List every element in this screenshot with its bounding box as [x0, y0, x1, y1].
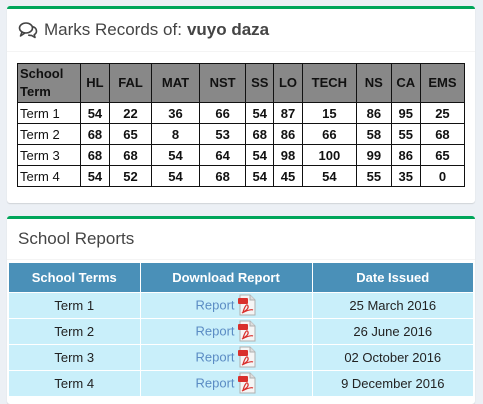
reports-panel-header: School Reports [7, 219, 475, 260]
report-download-cell: Report [140, 291, 313, 318]
download-report-link[interactable]: Report [195, 349, 235, 365]
pdf-icon[interactable] [237, 372, 257, 394]
mark-cell: 65 [419, 144, 466, 166]
reports-col-download-report: Download Report [140, 263, 313, 292]
mark-cell: 64 [199, 144, 247, 166]
report-row-term-4: Term 4 Report 9 December 2016 [9, 369, 473, 396]
marks-col-lo: LO [273, 63, 303, 103]
marks-term-label: Term 3 [17, 144, 81, 166]
marks-col-ems: EMS [419, 63, 466, 103]
pdf-icon[interactable] [237, 294, 257, 316]
school-reports-panel: School Reports School Terms Download Rep… [7, 216, 475, 404]
marks-term-label: Term 2 [17, 123, 81, 145]
marks-col-school-term: School Term [17, 63, 81, 103]
mark-cell: 54 [150, 144, 201, 166]
mark-cell: 52 [109, 165, 152, 187]
reports-table: School Terms Download Report Date Issued… [9, 263, 473, 396]
marks-panel-header: Marks Records of: vuyo daza [7, 9, 475, 52]
mark-cell: 35 [390, 165, 421, 187]
mark-cell: 99 [356, 144, 392, 166]
mark-cell: 68 [79, 144, 111, 166]
marks-col-hl: HL [79, 63, 111, 103]
download-report-link[interactable]: Report [195, 323, 235, 339]
report-date-issued: 25 March 2016 [312, 291, 473, 318]
report-term: Term 3 [9, 343, 141, 370]
mark-cell: 54 [79, 102, 111, 124]
marks-col-nst: NST [199, 63, 247, 103]
marks-row-term-2: Term 2 68 65 8 53 68 86 66 58 55 68 [17, 123, 466, 145]
report-term: Term 1 [9, 291, 141, 318]
reports-panel-title: School Reports [18, 229, 135, 248]
mark-cell: 68 [79, 123, 111, 145]
marks-records-panel: Marks Records of: vuyo daza School Term … [7, 6, 475, 203]
report-date-issued: 02 October 2016 [312, 343, 473, 370]
mark-cell: 95 [390, 102, 421, 124]
mark-cell: 53 [199, 123, 247, 145]
report-row-term-1: Term 1 Report 25 March 2016 [9, 291, 473, 318]
mark-cell: 98 [273, 144, 303, 166]
mark-cell: 87 [273, 102, 303, 124]
comments-icon [18, 22, 38, 39]
mark-cell: 68 [199, 165, 247, 187]
mark-cell: 100 [301, 144, 358, 166]
marks-term-label: Term 4 [17, 165, 81, 187]
marks-col-tech: TECH [301, 63, 358, 103]
mark-cell: 66 [301, 123, 358, 145]
mark-cell: 68 [245, 123, 275, 145]
mark-cell: 55 [390, 123, 421, 145]
mark-cell: 68 [109, 144, 152, 166]
mark-cell: 15 [301, 102, 358, 124]
marks-header-row: School Term HL FAL MAT NST SS LO TECH NS… [17, 63, 466, 103]
marks-row-term-3: Term 3 68 68 54 64 54 98 100 99 86 65 [17, 144, 466, 166]
marks-term-label: Term 1 [17, 102, 81, 124]
mark-cell: 66 [199, 102, 247, 124]
report-row-term-2: Term 2 Report 26 June 2016 [9, 317, 473, 344]
marks-title-prefix: Marks Records of: [44, 20, 182, 39]
mark-cell: 22 [109, 102, 152, 124]
pdf-icon[interactable] [237, 320, 257, 342]
mark-cell: 8 [150, 123, 201, 145]
mark-cell: 36 [150, 102, 201, 124]
pdf-icon[interactable] [237, 346, 257, 368]
marks-row-term-4: Term 4 54 52 54 68 54 45 54 55 35 0 [17, 165, 466, 187]
mark-cell: 86 [356, 102, 392, 124]
report-term: Term 4 [9, 369, 141, 396]
reports-col-school-terms: School Terms [9, 263, 141, 292]
marks-col-ca: CA [390, 63, 421, 103]
report-date-issued: 26 June 2016 [312, 317, 473, 344]
download-report-link[interactable]: Report [195, 297, 235, 313]
mark-cell: 68 [419, 123, 466, 145]
mark-cell: 25 [419, 102, 466, 124]
marks-col-ss: SS [245, 63, 275, 103]
mark-cell: 65 [109, 123, 152, 145]
marks-row-term-1: Term 1 54 22 36 66 54 87 15 86 95 25 [17, 102, 466, 124]
student-name: vuyo daza [186, 20, 270, 39]
mark-cell: 0 [419, 165, 466, 187]
mark-cell: 54 [150, 165, 201, 187]
report-download-cell: Report [140, 317, 313, 344]
reports-header-row: School Terms Download Report Date Issued [9, 263, 473, 292]
marks-col-mat: MAT [150, 63, 201, 103]
mark-cell: 54 [245, 144, 275, 166]
report-download-cell: Report [140, 369, 313, 396]
report-download-cell: Report [140, 343, 313, 370]
download-report-link[interactable]: Report [195, 375, 235, 391]
mark-cell: 54 [245, 165, 275, 187]
marks-col-fal: FAL [109, 63, 152, 103]
mark-cell: 54 [79, 165, 111, 187]
mark-cell: 54 [245, 102, 275, 124]
report-term: Term 2 [9, 317, 141, 344]
mark-cell: 45 [273, 165, 303, 187]
marks-table: School Term HL FAL MAT NST SS LO TECH NS… [17, 63, 466, 187]
mark-cell: 58 [356, 123, 392, 145]
marks-col-ns: NS [356, 63, 392, 103]
reports-col-date-issued: Date Issued [312, 263, 473, 292]
report-row-term-3: Term 3 Report 02 October 2016 [9, 343, 473, 370]
mark-cell: 86 [273, 123, 303, 145]
report-date-issued: 9 December 2016 [312, 369, 473, 396]
mark-cell: 54 [301, 165, 358, 187]
mark-cell: 86 [390, 144, 421, 166]
mark-cell: 55 [356, 165, 392, 187]
